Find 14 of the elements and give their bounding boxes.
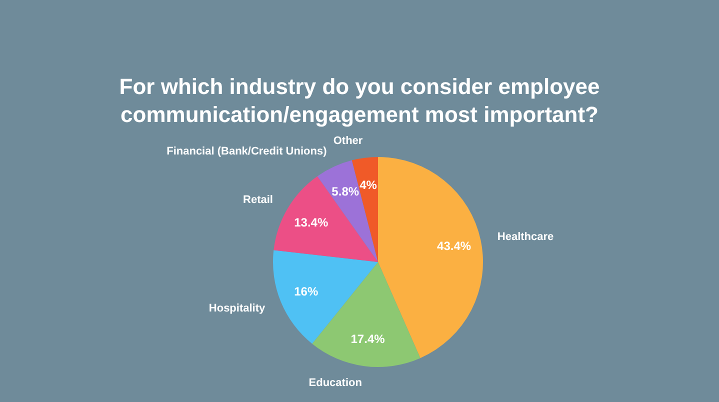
slice-label: Hospitality (208, 302, 266, 314)
slice-label: Financial (Bank/Credit Unions) (166, 145, 328, 158)
data-label: 16% (294, 284, 318, 299)
pie-slice (274, 176, 378, 262)
data-label: 5.8% (332, 184, 360, 198)
slice-label: Retail (243, 194, 273, 206)
data-label: 17.4% (350, 332, 386, 346)
data-label: 43.4% (437, 239, 472, 254)
data-label: 4% (360, 178, 378, 192)
slice-label: Other (333, 134, 364, 147)
slice-label: Education (308, 376, 362, 389)
chart-title: For which industry do you consider employee communication/engagement most important? (119, 74, 600, 127)
slice-label: Healthcare (497, 230, 554, 243)
data-label: 13.4% (294, 215, 328, 230)
